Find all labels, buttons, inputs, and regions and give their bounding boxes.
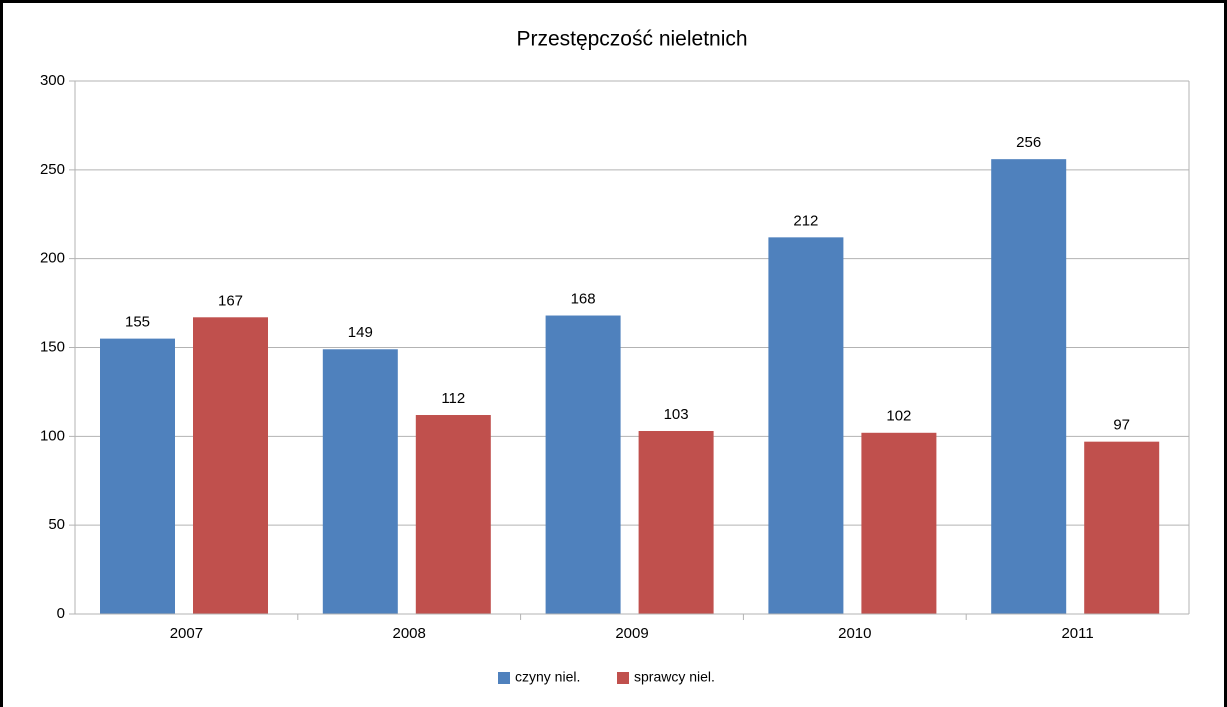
data-label: 167 bbox=[218, 292, 243, 309]
bar bbox=[1084, 441, 1160, 614]
x-tick-label: 2007 bbox=[170, 625, 203, 642]
y-tick-label: 250 bbox=[40, 161, 65, 178]
chart-title: Przestępczość nieletnich bbox=[516, 28, 747, 51]
y-tick-label: 50 bbox=[48, 516, 65, 533]
legend-label: sprawcy niel. bbox=[634, 669, 715, 685]
data-label: 149 bbox=[348, 324, 373, 341]
data-label: 102 bbox=[886, 408, 911, 425]
data-label: 212 bbox=[793, 212, 818, 229]
bar bbox=[861, 432, 937, 614]
data-label: 256 bbox=[1016, 134, 1041, 151]
data-label: 103 bbox=[664, 406, 689, 423]
bar bbox=[991, 159, 1067, 614]
x-tick-label: 2010 bbox=[838, 625, 871, 642]
bar bbox=[545, 315, 621, 614]
data-label: 168 bbox=[571, 290, 596, 307]
bar bbox=[415, 415, 491, 614]
legend-swatch bbox=[617, 672, 629, 684]
y-tick-label: 0 bbox=[57, 605, 65, 622]
legend-swatch bbox=[498, 672, 510, 684]
bar bbox=[768, 237, 844, 614]
data-label: 155 bbox=[125, 314, 150, 331]
bar bbox=[193, 317, 268, 614]
legend-label: czyny niel. bbox=[515, 669, 580, 685]
x-tick-label: 2009 bbox=[615, 625, 648, 642]
x-tick-label: 2011 bbox=[1061, 625, 1093, 642]
data-label: 112 bbox=[441, 390, 465, 407]
y-tick-label: 200 bbox=[40, 250, 65, 267]
y-tick-label: 300 bbox=[40, 72, 65, 89]
bar bbox=[322, 349, 398, 614]
bar bbox=[638, 431, 714, 614]
y-tick-label: 100 bbox=[40, 427, 65, 444]
x-tick-label: 2008 bbox=[393, 625, 426, 642]
bar bbox=[100, 338, 175, 614]
y-tick-label: 150 bbox=[40, 338, 65, 355]
data-label: 97 bbox=[1113, 417, 1130, 434]
